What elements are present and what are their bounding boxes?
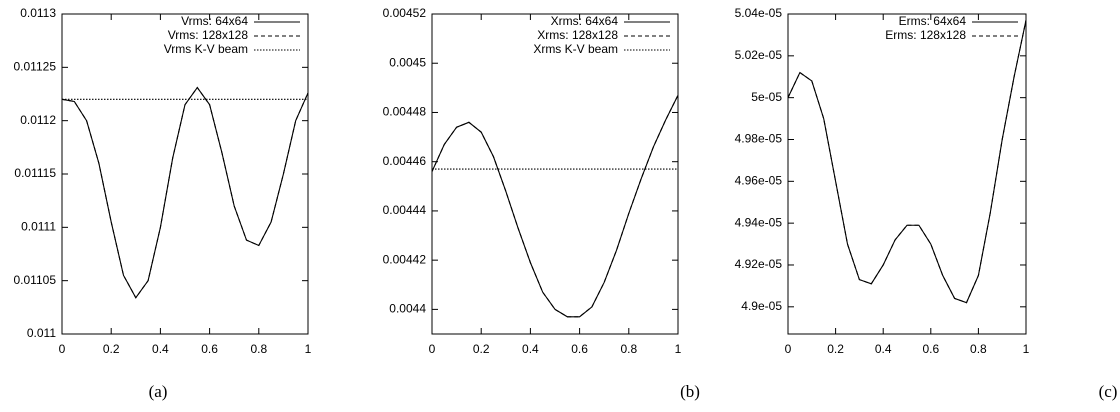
y-tick-label: 0.01115 xyxy=(14,166,56,180)
x-tick-label: 0.2 xyxy=(473,342,490,356)
plot-frame xyxy=(431,13,679,335)
x-tick-label: 1 xyxy=(675,342,682,356)
y-tick-label: 0.01105 xyxy=(14,273,57,287)
series-line xyxy=(787,20,1027,304)
caption: (c) xyxy=(1099,382,1118,401)
y-tick-label: 0.00442 xyxy=(383,252,427,266)
y-tick-label: 5.04e-05 xyxy=(735,6,783,20)
legend-label: Vrms K-V beam xyxy=(164,42,248,56)
y-tick-label: 0.011 xyxy=(27,326,56,340)
y-tick-label: 0.0112 xyxy=(20,113,56,127)
y-tick-label: 4.98e-05 xyxy=(735,132,783,146)
y-tick-label: 0.0113 xyxy=(20,6,56,20)
legend-label: Vrms: 128x128 xyxy=(168,28,249,42)
legend-label: Xrms: 64x64 xyxy=(551,14,619,28)
x-tick-label: 0.4 xyxy=(152,342,169,356)
series-line xyxy=(431,94,679,318)
legend-label: Erms: 64x64 xyxy=(899,14,967,28)
y-tick-label: 0.00444 xyxy=(383,203,427,217)
x-tick-label: 0.4 xyxy=(875,342,892,356)
x-tick-label: 0 xyxy=(59,342,66,356)
legend-label: Vrms: 64x64 xyxy=(181,14,248,28)
x-tick-label: 0 xyxy=(785,342,792,356)
x-tick-label: 0.8 xyxy=(970,342,987,356)
x-tick-label: 0.6 xyxy=(201,342,218,356)
y-tick-label: 0.0111 xyxy=(21,220,56,234)
series-line xyxy=(61,86,309,299)
x-tick-label: 0.8 xyxy=(620,342,637,356)
plot-frame xyxy=(787,13,1027,335)
y-tick-label: 0.00446 xyxy=(383,154,427,168)
x-tick-label: 0.8 xyxy=(250,342,267,356)
x-tick-label: 0.6 xyxy=(922,342,939,356)
x-tick-label: 1 xyxy=(305,342,312,356)
series-line xyxy=(787,20,1027,304)
series-line xyxy=(61,86,309,299)
legend-label: Xrms K-V beam xyxy=(533,42,618,56)
legend-label: Xrms: 128x128 xyxy=(537,28,618,42)
x-tick-label: 0 xyxy=(429,342,436,356)
x-tick-label: 1 xyxy=(1023,342,1030,356)
y-tick-label: 4.94e-05 xyxy=(735,215,783,229)
x-tick-label: 0.6 xyxy=(571,342,588,356)
y-tick-label: 5e-05 xyxy=(751,90,782,104)
legend-label: Erms: 128x128 xyxy=(885,28,966,42)
y-tick-label: 0.00452 xyxy=(383,6,427,20)
caption: (a) xyxy=(149,382,168,401)
y-tick-label: 5.02e-05 xyxy=(735,48,783,62)
y-tick-label: 0.01125 xyxy=(14,60,57,74)
plot-frame xyxy=(61,13,309,335)
series-line xyxy=(431,94,679,318)
y-tick-label: 4.92e-05 xyxy=(735,257,783,271)
caption: (b) xyxy=(680,382,700,401)
x-tick-label: 0.4 xyxy=(522,342,539,356)
x-tick-label: 0.2 xyxy=(103,342,120,356)
y-tick-label: 0.00448 xyxy=(383,105,427,119)
y-tick-label: 4.9e-05 xyxy=(741,299,782,313)
y-tick-label: 4.96e-05 xyxy=(735,173,783,187)
y-tick-label: 0.0045 xyxy=(389,55,426,69)
x-tick-label: 0.2 xyxy=(827,342,844,356)
y-tick-label: 0.0044 xyxy=(389,302,426,316)
